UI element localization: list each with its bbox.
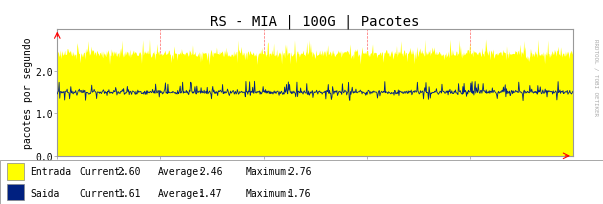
Y-axis label: pacotes por segundo: pacotes por segundo bbox=[23, 37, 33, 148]
Text: Entrada: Entrada bbox=[30, 167, 71, 176]
Text: 1.61: 1.61 bbox=[118, 188, 141, 198]
Text: Maximum:: Maximum: bbox=[246, 167, 293, 176]
Text: Current:: Current: bbox=[80, 188, 127, 198]
Bar bbox=[7, 184, 24, 201]
Text: 1.76: 1.76 bbox=[288, 188, 312, 198]
Text: Current:: Current: bbox=[80, 167, 127, 176]
Bar bbox=[7, 163, 24, 180]
Text: 2.76: 2.76 bbox=[288, 167, 312, 176]
FancyBboxPatch shape bbox=[0, 160, 603, 204]
Text: 1.47: 1.47 bbox=[199, 188, 223, 198]
Text: Average:: Average: bbox=[158, 167, 205, 176]
Text: Average:: Average: bbox=[158, 188, 205, 198]
Text: 2.46: 2.46 bbox=[199, 167, 223, 176]
Text: 2.60: 2.60 bbox=[118, 167, 141, 176]
Text: Saida: Saida bbox=[30, 188, 60, 198]
Text: Maximum:: Maximum: bbox=[246, 188, 293, 198]
Title: RS - MIA | 100G | Pacotes: RS - MIA | 100G | Pacotes bbox=[210, 14, 420, 29]
Text: RRDTOOL / TOBI OETIKER: RRDTOOL / TOBI OETIKER bbox=[593, 39, 598, 116]
